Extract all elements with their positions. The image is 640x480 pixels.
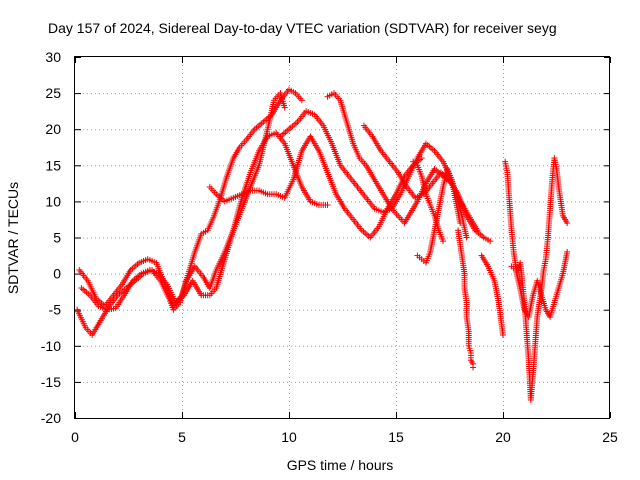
data-point — [564, 220, 571, 227]
axis-ticks: 0 5 10 15 20 25 -20 -15 -10 -5 0 5 10 15 20 25 30 — [41, 49, 618, 445]
y-tick-label: -20 — [41, 410, 61, 426]
x-tick-label: 10 — [281, 429, 297, 445]
x-tick-label: 15 — [388, 429, 404, 445]
data-points — [74, 86, 571, 403]
data-point — [463, 234, 470, 241]
data-point — [298, 97, 305, 104]
x-tick-label: 0 — [71, 429, 79, 445]
data-point — [564, 248, 571, 255]
data-point — [500, 331, 506, 338]
y-tick-label: 0 — [53, 266, 61, 282]
data-point — [324, 202, 331, 209]
plot-frame — [74, 56, 610, 419]
y-tick-label: 5 — [53, 230, 61, 246]
y-tick-label: -10 — [41, 338, 61, 354]
x-tick-label: 25 — [602, 429, 618, 445]
y-tick-label: 10 — [45, 193, 61, 209]
y-tick-label: 30 — [45, 49, 61, 65]
data-point — [281, 104, 288, 111]
data-point — [457, 220, 464, 227]
x-tick-label: 5 — [178, 429, 186, 445]
y-tick-label: 20 — [45, 121, 61, 137]
y-tick-label: 15 — [45, 157, 61, 173]
x-axis-label: GPS time / hours — [287, 457, 394, 473]
data-point — [440, 238, 447, 245]
data-point — [487, 238, 494, 245]
chart-title: Day 157 of 2024, Sidereal Day-to-day VTE… — [48, 20, 557, 36]
y-tick-label: -15 — [41, 374, 61, 390]
x-tick-label: 20 — [495, 429, 511, 445]
y-tick-label: -5 — [49, 302, 62, 318]
y-tick-label: 25 — [45, 85, 61, 101]
data-point — [470, 364, 477, 371]
grid-lines — [75, 57, 610, 418]
y-axis-label: SDTVAR / TECUs — [5, 182, 21, 294]
